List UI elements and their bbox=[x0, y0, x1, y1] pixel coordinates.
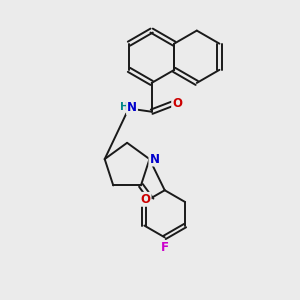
Text: O: O bbox=[172, 97, 182, 110]
Text: H: H bbox=[120, 102, 129, 112]
Text: N: N bbox=[127, 101, 137, 114]
Text: F: F bbox=[161, 241, 169, 254]
Text: O: O bbox=[141, 193, 151, 206]
Text: N: N bbox=[149, 153, 159, 166]
